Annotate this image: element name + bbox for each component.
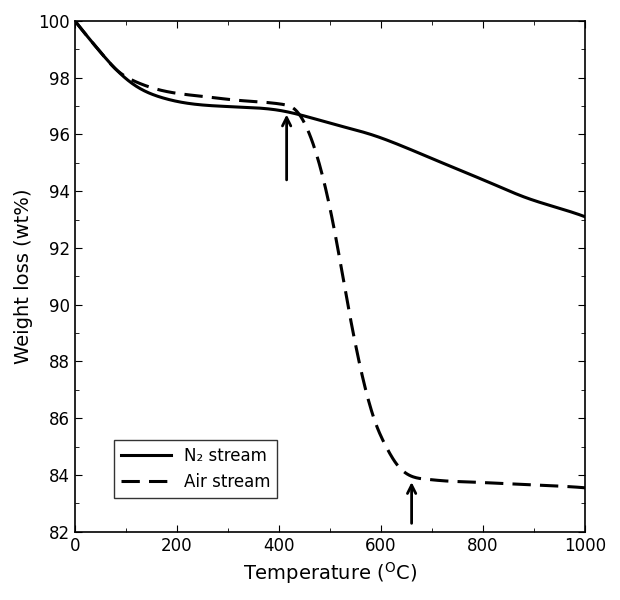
Air stream	[569, 483, 577, 490]
Line: N₂ stream: N₂ stream	[75, 21, 585, 217]
Air stream	[71, 17, 79, 25]
Air stream	[489, 479, 497, 487]
N₂ stream	[489, 181, 497, 188]
Legend: N₂ stream, Air stream: N₂ stream, Air stream	[114, 440, 277, 498]
N₂ stream	[582, 213, 589, 220]
Line: Air stream: Air stream	[75, 21, 585, 488]
X-axis label: Temperature ($^{\mathregular{O}}$C): Temperature ($^{\mathregular{O}}$C)	[243, 560, 417, 586]
N₂ stream	[314, 116, 321, 123]
N₂ stream	[71, 17, 79, 25]
N₂ stream	[347, 125, 355, 133]
Air stream	[317, 164, 324, 171]
Air stream	[582, 484, 589, 491]
Y-axis label: Weight loss (wt%): Weight loss (wt%)	[14, 188, 33, 364]
N₂ stream	[375, 133, 383, 140]
N₂ stream	[317, 117, 324, 124]
N₂ stream	[569, 209, 577, 216]
Air stream	[375, 427, 383, 434]
Air stream	[314, 153, 321, 160]
Air stream	[347, 317, 355, 325]
